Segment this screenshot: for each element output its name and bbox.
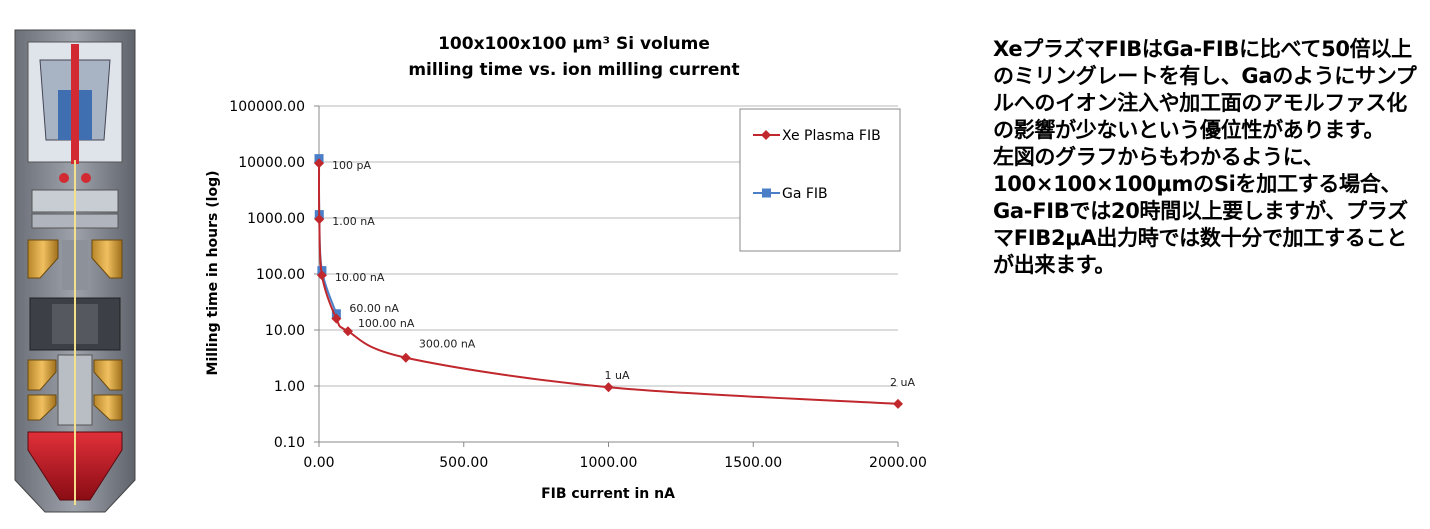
- x-tick-label: 500.00: [439, 455, 488, 471]
- y-tick-label: 100.00: [256, 267, 305, 283]
- legend-swatch-marker: [761, 130, 771, 140]
- description-paragraph-2: 左図のグラフからもわかるように、100×100×100μmのSiを加工する場合、…: [993, 145, 1408, 277]
- y-axis-label: Milling time in hours (log): [205, 171, 221, 376]
- chart-title-line-1: 100x100x100 µm³ Si volume: [438, 34, 710, 54]
- data-point-label: 10.00 nA: [335, 271, 385, 284]
- y-tick-label: 1.00: [274, 379, 305, 395]
- y-tick-label: 10000.00: [238, 155, 305, 171]
- series-line-ga-fib: [317, 158, 338, 315]
- xe-plasma-fib-point: [314, 158, 325, 169]
- description-text: XeプラズマFIBはGa-FIBに比べて50倍以上のミリングレートを有し、Gaの…: [993, 36, 1423, 279]
- series-line-xe-plasma-fib: [317, 163, 899, 405]
- legend-swatch-marker: [762, 188, 771, 198]
- chart-title-line-2: milling time vs. ion milling current: [408, 60, 739, 80]
- chart-container: 100x100x100 µm³ Si volume milling time v…: [190, 0, 950, 529]
- y-tick-label: 100000.00: [229, 99, 305, 115]
- xe-plasma-fib-point: [342, 326, 353, 337]
- x-tick-label: 1000.00: [580, 455, 638, 471]
- data-point-label: 60.00 nA: [349, 302, 399, 315]
- xe-plasma-fib-point: [314, 214, 325, 225]
- gold-lens-upper: [27, 239, 59, 279]
- milling-time-chart: 100x100x100 µm³ Si volume milling time v…: [205, 34, 927, 502]
- y-tick-label: 0.10: [274, 435, 305, 451]
- data-point-label: 300.00 nA: [419, 338, 476, 351]
- data-point-label: 100.00 nA: [358, 317, 415, 330]
- data-point-label: 2 uA: [890, 376, 915, 389]
- data-point-label: 1 uA: [605, 369, 630, 382]
- y-tick-label: 10.00: [265, 323, 305, 339]
- data-labels: 100 pA 1.00 nA 10.00 nA 60.00 nA 100.00 nA 30…: [332, 159, 915, 389]
- legend-label: Ga FIB: [782, 186, 828, 202]
- tick-labels: 0.10 1.00 10.00 100.00 1000.00 10000.00 100000…: [229, 99, 927, 471]
- data-point-label: 100 pA: [332, 159, 371, 172]
- xe-plasma-fib-point: [331, 313, 342, 324]
- gold-lens-lower: [27, 359, 57, 391]
- x-tick-label: 2000.00: [869, 455, 927, 471]
- legend-label: Xe Plasma FIB: [782, 128, 881, 144]
- data-point-label: 1.00 nA: [332, 215, 375, 228]
- series-lines: [314, 154, 903, 409]
- legend: Xe Plasma FIB Ga FIB: [739, 108, 901, 252]
- x-axis-label: FIB current in nA: [541, 486, 675, 502]
- description-paragraph-1: XeプラズマFIBはGa-FIBに比べて50倍以上のミリングレートを有し、Gaの…: [993, 37, 1417, 142]
- xe-plasma-fib-point: [316, 270, 327, 281]
- x-tick-label: 0.00: [303, 455, 334, 471]
- xe-plasma-fib-point: [893, 398, 903, 409]
- fib-column-illustration: [14, 29, 136, 513]
- xe-plasma-fib-point: [400, 352, 411, 363]
- xe-plasma-fib-point: [603, 382, 614, 393]
- y-tick-label: 1000.00: [247, 211, 305, 227]
- x-tick-label: 1500.00: [724, 455, 782, 471]
